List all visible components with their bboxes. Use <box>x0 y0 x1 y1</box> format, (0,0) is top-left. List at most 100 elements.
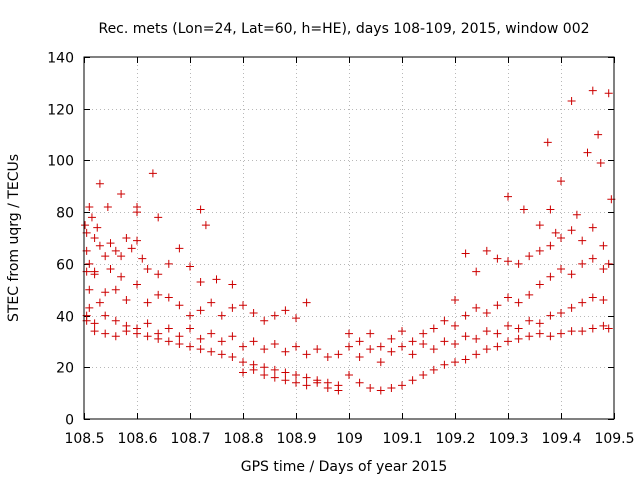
data-point <box>567 303 576 312</box>
data-point <box>535 221 544 230</box>
data-point <box>334 350 343 359</box>
data-point <box>270 311 279 320</box>
plot-frame <box>83 56 615 420</box>
y-tick-label: 60 <box>56 258 74 274</box>
data-point <box>451 321 459 330</box>
x-tick-label: 109.4 <box>541 431 581 447</box>
x-tick-label: 109 <box>336 431 363 447</box>
data-point <box>101 311 110 320</box>
data-point <box>599 296 608 305</box>
y-tick-label: 120 <box>47 103 74 119</box>
data-point <box>196 345 205 354</box>
data-point <box>583 148 592 157</box>
data-point <box>408 376 417 385</box>
data-point <box>249 365 258 374</box>
data-point <box>260 363 269 372</box>
data-point <box>228 303 237 312</box>
data-point <box>440 337 449 346</box>
data-point <box>143 332 152 341</box>
data-point <box>472 350 481 359</box>
data-point <box>472 303 481 312</box>
data-point <box>567 96 576 105</box>
data-point <box>482 246 491 255</box>
data-point <box>281 368 290 377</box>
data-point <box>186 311 194 320</box>
data-point <box>440 360 449 369</box>
data-point <box>207 298 216 307</box>
data-point <box>345 371 353 380</box>
data-point <box>313 345 322 354</box>
data-point <box>207 347 216 356</box>
data-point <box>398 327 406 336</box>
data-point <box>81 221 90 230</box>
data-point <box>217 350 226 359</box>
data-point <box>95 298 104 307</box>
data-point <box>588 293 597 302</box>
data-point <box>594 130 603 139</box>
data-point <box>85 285 94 294</box>
data-point <box>228 280 237 289</box>
data-point <box>493 254 502 263</box>
data-point <box>376 342 385 351</box>
x-tick-label: 109.1 <box>382 431 422 447</box>
data-point <box>588 86 597 95</box>
data-point <box>546 272 555 281</box>
data-point <box>175 332 184 341</box>
data-point <box>366 383 375 392</box>
data-point <box>572 210 581 219</box>
data-point <box>461 332 470 341</box>
data-point <box>154 270 163 279</box>
data-point <box>355 378 364 387</box>
data-point <box>143 319 152 328</box>
data-point <box>85 202 94 211</box>
data-point <box>323 383 332 392</box>
data-point <box>472 334 481 343</box>
data-point <box>546 332 555 341</box>
data-point <box>90 319 99 328</box>
data-point <box>366 329 375 338</box>
data-point <box>143 298 152 307</box>
data-point <box>504 293 512 302</box>
data-point <box>270 373 279 382</box>
data-point <box>239 301 247 310</box>
data-point <box>387 334 396 343</box>
data-point <box>196 334 205 343</box>
data-point <box>525 290 534 299</box>
data-point <box>408 337 417 346</box>
data-point <box>535 319 544 328</box>
data-point <box>323 352 332 361</box>
data-point <box>557 234 565 242</box>
y-tick-label: 20 <box>56 361 74 377</box>
data-point <box>148 169 157 178</box>
data-point <box>101 252 110 261</box>
x-tick-label: 108.9 <box>276 431 316 447</box>
data-point <box>451 296 459 305</box>
data-point <box>493 301 502 310</box>
data-point <box>93 223 102 232</box>
y-tick-label: 140 <box>47 51 74 67</box>
data-point <box>302 381 311 390</box>
data-point <box>175 301 184 310</box>
axis-ticks: 108.5 108.6 108.7 108.8 108.9 109 109.1 109.2 10… <box>47 51 634 448</box>
x-tick-label: 109.5 <box>594 431 634 447</box>
data-point <box>355 352 364 361</box>
data-point <box>87 213 96 222</box>
data-point <box>90 270 99 279</box>
data-point <box>302 373 311 382</box>
data-point <box>270 340 279 349</box>
x-tick-label: 108.8 <box>223 431 263 447</box>
data-point <box>164 337 173 346</box>
data-point <box>345 329 353 338</box>
data-point <box>588 324 597 333</box>
data-point <box>482 345 491 354</box>
data-point <box>175 244 184 253</box>
data-points <box>81 86 616 395</box>
data-point <box>260 345 269 354</box>
data-point <box>543 138 552 147</box>
data-point <box>535 280 544 289</box>
data-point <box>281 347 290 356</box>
data-point <box>90 327 99 336</box>
data-point <box>599 265 608 274</box>
data-point <box>525 252 534 261</box>
